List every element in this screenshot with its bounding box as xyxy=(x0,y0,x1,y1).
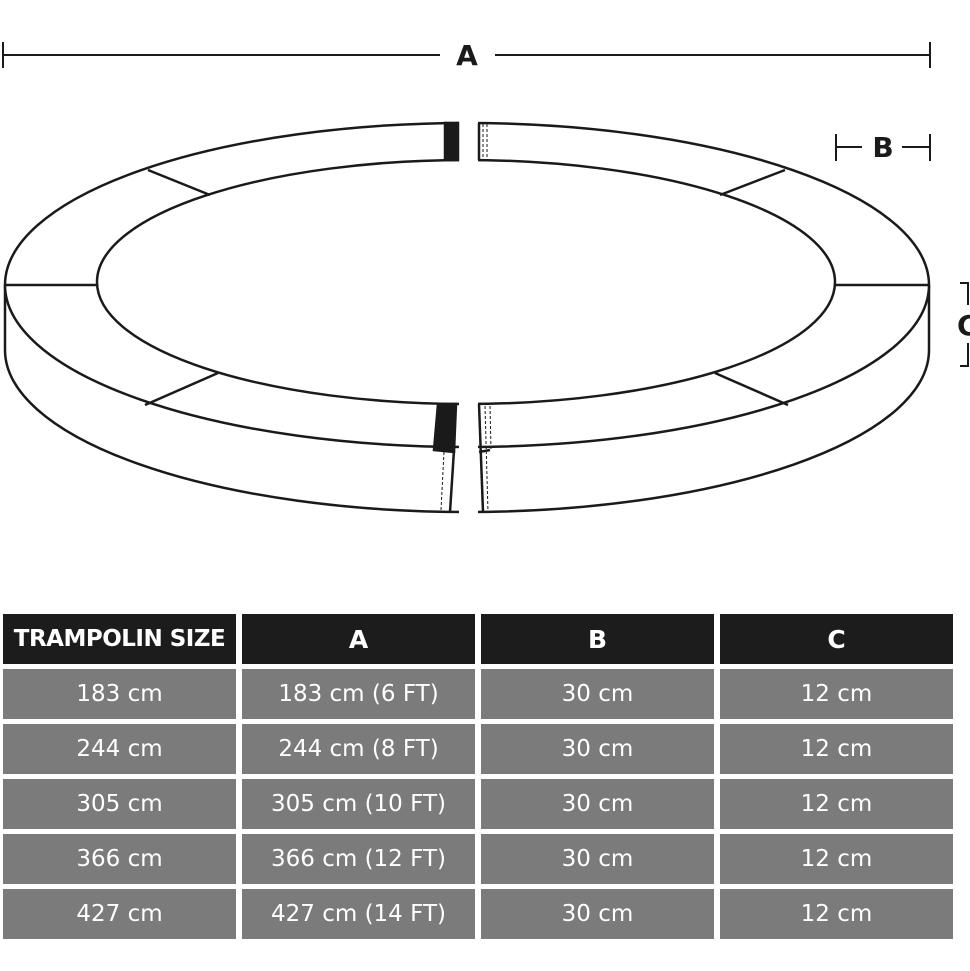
label-c: C xyxy=(957,309,970,342)
cell-b: 30 cm xyxy=(481,724,714,774)
cell-size: 244 cm xyxy=(3,724,236,774)
cell-size: 305 cm xyxy=(3,779,236,829)
bottom-left-end-cap xyxy=(432,402,458,454)
cell-a: 183 cm (6 FT) xyxy=(242,669,475,719)
table-row: 366 cm 366 cm (12 FT) 30 cm 12 cm xyxy=(3,834,953,884)
dimension-a: A xyxy=(2,39,931,72)
dimension-b: B xyxy=(835,131,931,164)
size-table: TRAMPOLIN SIZE A B C 183 cm 183 cm (6 FT)… xyxy=(0,609,959,944)
cell-b: 30 cm xyxy=(481,669,714,719)
header-size: TRAMPOLIN SIZE xyxy=(3,614,236,664)
cell-c: 12 cm xyxy=(720,669,953,719)
table-row: 427 cm 427 cm (14 FT) 30 cm 12 cm xyxy=(3,889,953,939)
dimension-c: C xyxy=(957,282,970,367)
cell-b: 30 cm xyxy=(481,779,714,829)
cell-c: 12 cm xyxy=(720,724,953,774)
label-a: A xyxy=(456,39,478,72)
cell-a: 244 cm (8 FT) xyxy=(242,724,475,774)
top-left-end-cap xyxy=(443,121,460,162)
cell-c: 12 cm xyxy=(720,779,953,829)
cell-a: 366 cm (12 FT) xyxy=(242,834,475,884)
pad-ring xyxy=(3,110,931,530)
cell-size: 427 cm xyxy=(3,889,236,939)
trampoline-pad-diagram: A B C xyxy=(2,39,970,530)
cell-b: 30 cm xyxy=(481,834,714,884)
cell-a: 305 cm (10 FT) xyxy=(242,779,475,829)
header-b: B xyxy=(481,614,714,664)
label-b: B xyxy=(872,131,893,164)
cell-b: 30 cm xyxy=(481,889,714,939)
table-header-row: TRAMPOLIN SIZE A B C xyxy=(3,614,953,664)
table-row: 244 cm 244 cm (8 FT) 30 cm 12 cm xyxy=(3,724,953,774)
header-a: A xyxy=(242,614,475,664)
header-c: C xyxy=(720,614,953,664)
cell-a: 427 cm (14 FT) xyxy=(242,889,475,939)
table-row: 305 cm 305 cm (10 FT) 30 cm 12 cm xyxy=(3,779,953,829)
table-row: 183 cm 183 cm (6 FT) 30 cm 12 cm xyxy=(3,669,953,719)
cell-size: 366 cm xyxy=(3,834,236,884)
cell-size: 183 cm xyxy=(3,669,236,719)
cell-c: 12 cm xyxy=(720,834,953,884)
cell-c: 12 cm xyxy=(720,889,953,939)
